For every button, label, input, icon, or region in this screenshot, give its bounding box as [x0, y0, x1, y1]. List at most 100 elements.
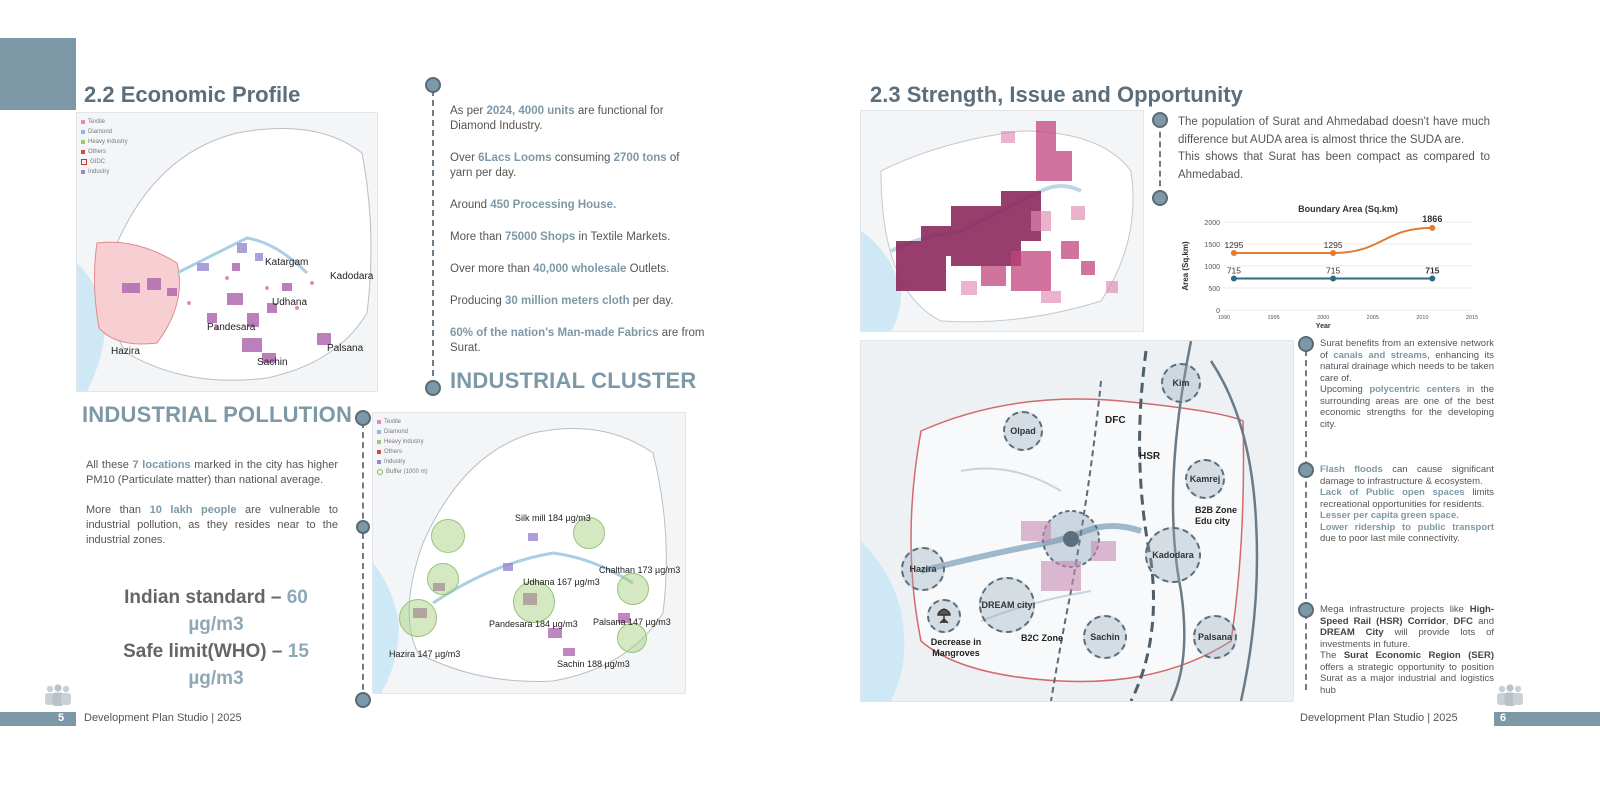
- buffer-zone: [573, 517, 605, 549]
- cluster-label-palsana: Palsana 147 µg/m3: [593, 617, 671, 627]
- zone-kamrej: Kamrej: [1185, 459, 1225, 499]
- intro-node-top: [1152, 112, 1168, 128]
- fact-diamond-units: As per 2024, 4000 units are functional f…: [450, 105, 664, 132]
- zone-kim: Kim: [1161, 363, 1201, 403]
- legend-swatch: [81, 120, 85, 124]
- legend-item: Industry: [377, 457, 428, 467]
- label-b2c-zone: B2C Zone: [1021, 633, 1064, 643]
- facts-timeline-line: [432, 90, 434, 386]
- data-label: 715: [1425, 266, 1439, 276]
- strength-issue-title: 2.3 Strength, Issue and Opportunity: [870, 82, 1243, 107]
- map-label-hazira: Hazira: [111, 346, 140, 357]
- map-label-udhana: Udhana: [272, 297, 308, 308]
- legend-swatch: [377, 430, 381, 434]
- intro-text: The population of Surat and Ahmedabad do…: [1178, 114, 1490, 184]
- data-point: [1429, 275, 1436, 282]
- legend-item: Heavy industry: [81, 137, 128, 147]
- data-point: [1429, 224, 1436, 231]
- y-tick-label: 500: [1208, 286, 1220, 293]
- legend-item: Textile: [377, 417, 428, 427]
- legend-item: Buffer (1000 m): [377, 467, 428, 477]
- points-node-2: [1298, 462, 1314, 478]
- data-point: [1330, 275, 1337, 282]
- map-label-katargam: Katargam: [265, 257, 309, 268]
- footer-text-left: Development Plan Studio | 2025: [84, 712, 242, 724]
- boundary-area-chart: Boundary Area (Sq.km) 0 500 1000 1500 2000 199…: [1181, 204, 1478, 330]
- cluster-map-legend: Textile Diamond Heavy industry Others In…: [377, 417, 428, 477]
- x-tick-label: 2015: [1466, 315, 1478, 321]
- legend-swatch: [81, 150, 85, 154]
- people-icon: [45, 684, 71, 706]
- pollution-paragraph-locations: All these 7 locations marked in the city…: [86, 459, 339, 486]
- fact-cloth: Producing 30 million meters cloth per da…: [450, 295, 674, 307]
- cluster-label-udhana: Udhana 167 µg/m3: [523, 577, 600, 587]
- cluster-label-pandesara: Pandesara 184 µg/m3: [489, 619, 578, 629]
- legend-item: GIDC: [81, 157, 128, 167]
- buffer-zone: [431, 519, 465, 553]
- buffer-zone: [399, 599, 437, 637]
- footer-bar-left: [0, 712, 76, 726]
- cluster-label-hazira: Hazira 147 µg/m3: [389, 649, 461, 659]
- buffer-zone: [427, 563, 459, 595]
- y-tick-label: 0: [1216, 308, 1220, 315]
- intro-node-bottom: [1152, 190, 1168, 206]
- x-tick-label: 1995: [1267, 315, 1279, 321]
- pollution-paragraph-people: More than 10 lakh people are vulnerable …: [86, 504, 339, 546]
- strategic-map: Kim Olpad Kamrej Kadodara Hazira DREAM c…: [860, 340, 1294, 702]
- zone-palsana: Palsana: [1193, 615, 1237, 659]
- legend-swatch: [377, 440, 381, 444]
- fact-shops: More than 75000 Shops in Textile Markets…: [450, 231, 671, 243]
- legend-item: Textile: [81, 117, 128, 127]
- legend-swatch: [377, 460, 381, 464]
- pollution-node-bottom: [355, 692, 371, 708]
- label-dfc: DFC: [1105, 415, 1126, 426]
- data-label: 1295: [1224, 240, 1243, 250]
- cluster-label-silk-mill: Silk mill 184 µg/m3: [515, 513, 591, 523]
- data-point: [1230, 250, 1237, 257]
- legend-swatch: [81, 140, 85, 144]
- pollution-node-mid: [356, 520, 370, 534]
- data-label: 715: [1326, 266, 1340, 276]
- economic-map: Textile Diamond Heavy industry Others GI…: [76, 112, 378, 392]
- zone-sachin: Sachin: [1083, 615, 1127, 659]
- fact-wholesale: Over more than 40,000 wholesale Outlets.: [450, 263, 670, 275]
- indian-standard: Indian standard – 60 µg/m3: [124, 587, 308, 635]
- page-number-right: 6: [1500, 712, 1507, 724]
- x-tick-label: 1990: [1218, 315, 1230, 321]
- data-point: [1230, 275, 1237, 282]
- legend-item: Others: [377, 447, 428, 457]
- buffer-zone: [513, 581, 555, 623]
- people-icon: [1497, 684, 1523, 706]
- footer-bar-right: [1494, 712, 1600, 726]
- x-tick-label: 2005: [1367, 315, 1379, 321]
- legend-swatch: [377, 450, 381, 454]
- label-mangroves: Decrease in Mangroves: [930, 637, 982, 658]
- fact-looms: Over 6Lacs Looms consuming 2700 tons of …: [450, 152, 680, 179]
- map-label-palsana: Palsana: [327, 343, 364, 354]
- x-tick-label: 2000: [1317, 315, 1329, 321]
- economic-facts-list: As per 2024, 4000 units are functional f…: [450, 104, 705, 356]
- y-tick-label: 2000: [1204, 220, 1220, 227]
- zone-dream-city: DREAM city: [979, 577, 1035, 633]
- economic-map-legend: Textile Diamond Heavy industry Others GI…: [81, 117, 128, 177]
- x-axis-label: Year: [1316, 323, 1331, 330]
- zone-hazira: Hazira: [901, 547, 945, 591]
- economic-profile-title: 2.2 Economic Profile: [84, 82, 301, 107]
- points-node-3: [1298, 602, 1314, 618]
- pollution-timeline-line: [362, 422, 364, 700]
- page-number-left: 5: [58, 712, 65, 724]
- data-point: [1330, 250, 1337, 257]
- pollution-text: All these 7 locations marked in the city…: [86, 458, 338, 548]
- label-b2b-zone: B2B Zone Edu city: [1195, 505, 1238, 526]
- points-node-1: [1298, 336, 1314, 352]
- legend-item: Others: [81, 147, 128, 157]
- mangroves-icon: [927, 599, 961, 633]
- fact-processing-house: Around 450 Processing House.: [450, 199, 617, 211]
- data-label: 1295: [1324, 240, 1343, 250]
- legend-item: Diamond: [377, 427, 428, 437]
- legend-swatch: [81, 159, 87, 165]
- population-density-map: [860, 110, 1144, 332]
- legend-swatch: [81, 170, 85, 174]
- industrial-cluster-map: Textile Diamond Heavy industry Others In…: [372, 412, 686, 694]
- legend-swatch: [377, 469, 383, 475]
